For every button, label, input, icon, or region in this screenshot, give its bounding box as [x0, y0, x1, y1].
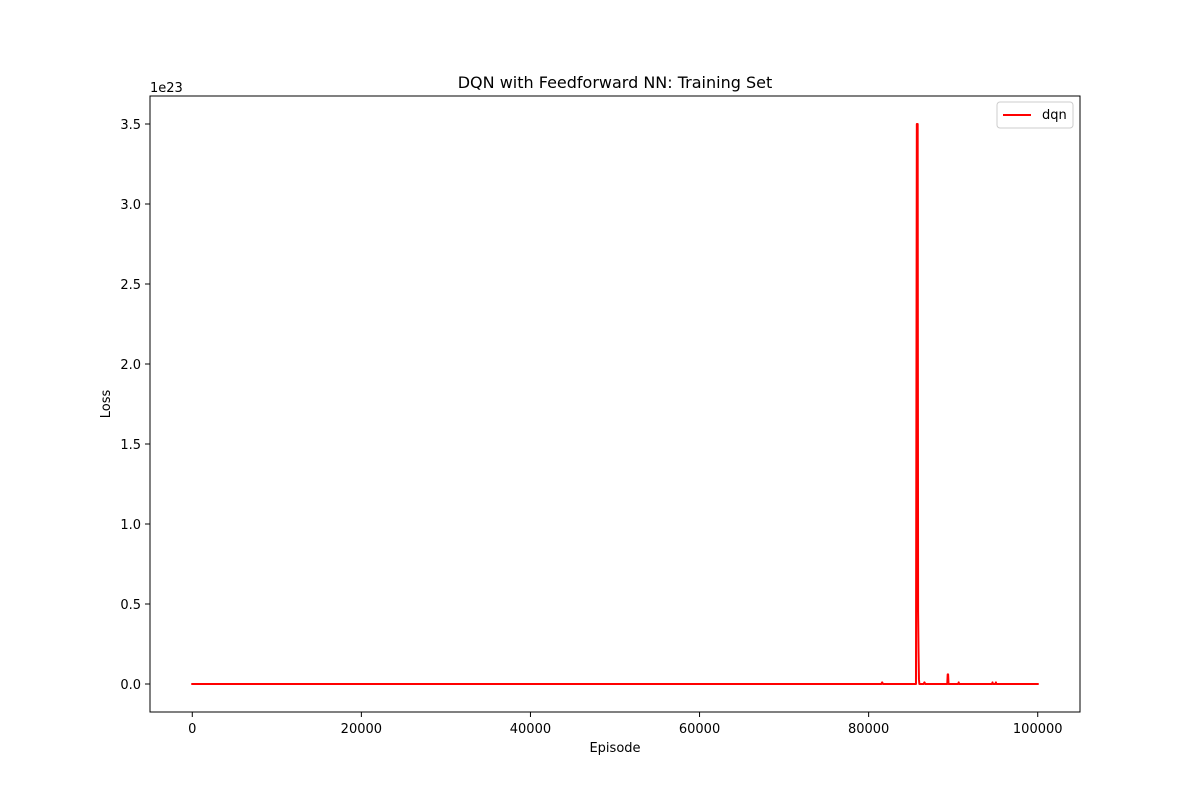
y-tick-label-2: 2.0: [120, 358, 141, 373]
y-offset-label: 1e23: [150, 81, 183, 96]
x-tick-label-0: 0: [188, 722, 196, 737]
y-tick-label-2.5: 2.5: [120, 278, 141, 293]
x-axis-label: Episode: [589, 741, 640, 756]
legend: dqn: [996, 101, 1074, 129]
y-tick-label-1.5: 1.5: [120, 438, 141, 453]
y-tick-label-0: 0.0: [120, 678, 141, 693]
legend-box: [996, 101, 1074, 129]
y-axis-label: Loss: [99, 390, 114, 419]
y-tick-label-0.5: 0.5: [120, 598, 141, 613]
chart-title: DQN with Feedforward NN: Training Set: [458, 73, 773, 92]
series-line-dqn: [191, 123, 1039, 685]
x-tick-label-100000: 100000: [1013, 722, 1063, 737]
x-tick-label-40000: 40000: [510, 722, 551, 737]
legend-label-dqn: dqn: [1042, 108, 1067, 123]
x-tick-label-60000: 60000: [679, 722, 720, 737]
y-tick-label-3.5: 3.5: [120, 118, 141, 133]
x-tick-label-80000: 80000: [848, 722, 889, 737]
x-tick-label-20000: 20000: [341, 722, 382, 737]
axes-frame: [149, 95, 1081, 713]
y-tick-label-1: 1.0: [120, 518, 141, 533]
y-tick-label-3: 3.0: [120, 198, 141, 213]
plot-area: 0 20000 40000 60000 80000 100000 0.0 0.5 1.0 1.5 2…: [120, 95, 1081, 737]
